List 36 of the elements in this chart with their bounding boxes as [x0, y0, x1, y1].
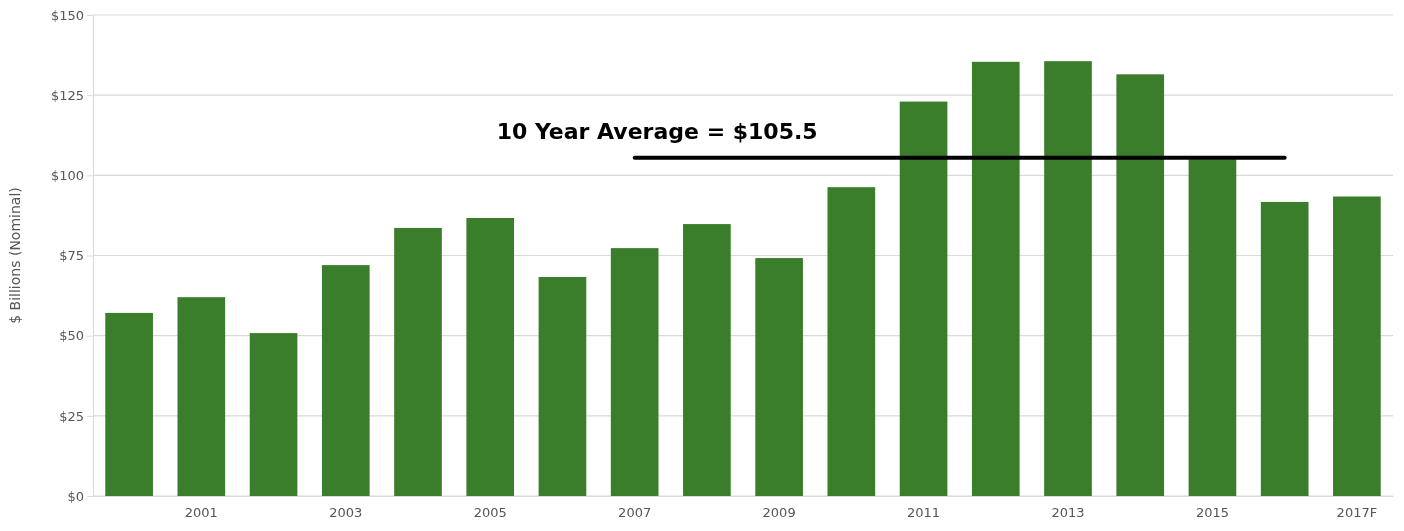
bar — [610, 248, 659, 496]
bar — [249, 333, 298, 496]
x-tick-label: 2001 — [184, 505, 218, 521]
bar — [1333, 196, 1381, 496]
y-tick-label: $75 — [59, 248, 84, 264]
bar — [1188, 159, 1237, 496]
bar — [466, 217, 515, 496]
bar — [177, 297, 226, 496]
y-tick-label: $50 — [59, 328, 84, 344]
y-tick-label: $0 — [67, 488, 84, 504]
bar — [538, 276, 587, 496]
bar — [827, 187, 876, 496]
x-tick-label: 2011 — [907, 505, 941, 521]
x-tick-label: 2013 — [1051, 505, 1085, 521]
x-tick-label: 2015 — [1195, 505, 1229, 521]
x-tick-label: 2009 — [762, 505, 796, 521]
x-tick-label: 2007 — [618, 505, 652, 521]
y-tick-label: $25 — [59, 408, 84, 424]
bar — [755, 258, 803, 496]
bar — [899, 101, 948, 496]
x-tick-label: 2003 — [329, 505, 363, 521]
bar — [394, 227, 442, 496]
x-tick-label: 2017F — [1336, 505, 1378, 521]
bar — [1044, 61, 1092, 496]
y-tick-label: $100 — [50, 167, 84, 183]
bar — [1116, 74, 1165, 496]
y-tick-label: $150 — [50, 7, 84, 23]
bar — [105, 312, 153, 496]
x-tick-label: 2005 — [473, 505, 507, 521]
y-tick-label: $125 — [50, 87, 84, 103]
bar — [971, 61, 1020, 496]
bar — [1260, 201, 1309, 496]
y-axis-title: $ Billions (Nominal) — [7, 187, 23, 324]
bar — [321, 265, 370, 496]
bar — [683, 224, 731, 496]
ref-line-label: 10 Year Average = $105.5 — [496, 118, 818, 144]
